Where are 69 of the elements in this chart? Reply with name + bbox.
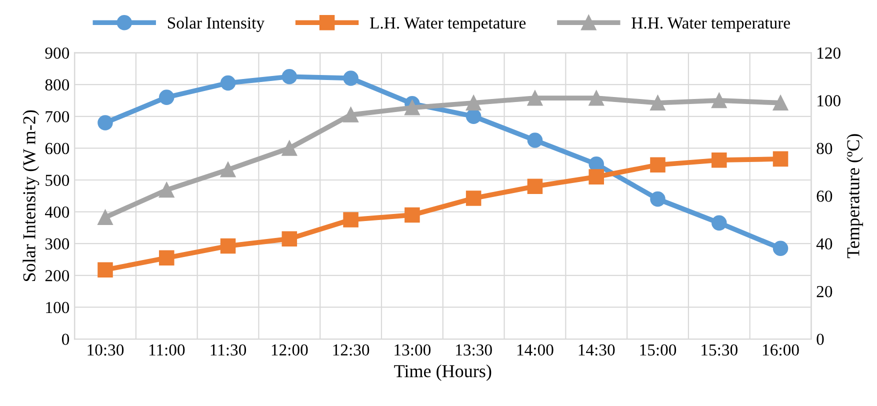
point — [527, 178, 543, 194]
point — [220, 238, 236, 254]
point — [98, 262, 113, 278]
point — [220, 75, 236, 91]
point — [98, 115, 113, 130]
point — [772, 95, 788, 111]
y-tick-label: 800 — [45, 79, 70, 91]
x-tick-label: 12:00 — [272, 344, 308, 356]
y-tick-label: 600 — [45, 142, 70, 154]
point — [343, 212, 358, 228]
point — [404, 207, 420, 223]
x-tick-label: 14:00 — [517, 344, 554, 356]
y-tick-label: 500 — [46, 174, 70, 186]
y-tick-label: 700 — [46, 111, 70, 122]
point — [98, 210, 113, 225]
y-tick-label: 100 — [46, 302, 70, 314]
y-tick-label: 200 — [45, 270, 70, 282]
x-tick-label: 12:30 — [333, 344, 370, 356]
y2-tick-label: 120 — [818, 47, 840, 59]
y2-tick-label: 20 — [816, 286, 832, 298]
point — [404, 100, 420, 116]
x-tick-label: 15:00 — [640, 344, 676, 356]
y2-tick-label: 40 — [816, 238, 832, 250]
legend-label: Solar Intensity — [168, 16, 264, 32]
point — [772, 151, 788, 167]
point — [282, 231, 298, 246]
point — [282, 68, 298, 84]
x-tick-label: 13:30 — [456, 344, 492, 356]
y-tick-label: 0 — [62, 334, 70, 345]
x-tick-label: 15:30 — [702, 344, 738, 356]
point — [158, 182, 174, 198]
point — [158, 250, 174, 266]
point — [343, 107, 358, 122]
y2-tick-label: 0 — [816, 334, 824, 345]
legend-label: L.H. Water tempetature — [370, 18, 526, 32]
x-axis-title: Time (Hours) — [394, 364, 492, 381]
y2-tick-label: 60 — [816, 190, 832, 202]
point — [650, 95, 666, 111]
point — [220, 162, 236, 178]
point — [527, 132, 543, 148]
x-tick-label: 11:30 — [210, 344, 246, 356]
point — [650, 157, 666, 173]
point — [466, 95, 482, 111]
point — [650, 191, 666, 207]
point — [466, 108, 482, 124]
point — [282, 140, 298, 156]
y2-tick-label: 100 — [818, 95, 840, 106]
point — [588, 169, 604, 184]
point — [772, 240, 788, 256]
x-tick-label: 11:00 — [149, 344, 185, 356]
x-tick-label: 16:00 — [763, 344, 799, 356]
x-tick-label: 13:00 — [394, 344, 431, 356]
y2-tick-label: 80 — [816, 142, 832, 154]
point — [527, 90, 543, 106]
point — [712, 215, 727, 231]
legend-label: H.H. Water temperature — [632, 18, 790, 32]
y-tick-label: 300 — [45, 238, 70, 250]
y-tick-label: 900 — [45, 47, 70, 59]
y-tick-label: 400 — [45, 206, 70, 218]
point — [343, 70, 358, 86]
x-tick-label: 14:30 — [578, 344, 615, 356]
y-axis-title: Solar Intensity (W m-2) — [22, 110, 40, 282]
point — [712, 152, 727, 168]
point — [466, 190, 482, 206]
point — [712, 92, 727, 108]
y2-axis-title: Temperature (ºC) — [846, 134, 864, 258]
x-tick-label: 10:30 — [88, 344, 124, 356]
point — [158, 90, 174, 105]
point — [588, 90, 604, 106]
